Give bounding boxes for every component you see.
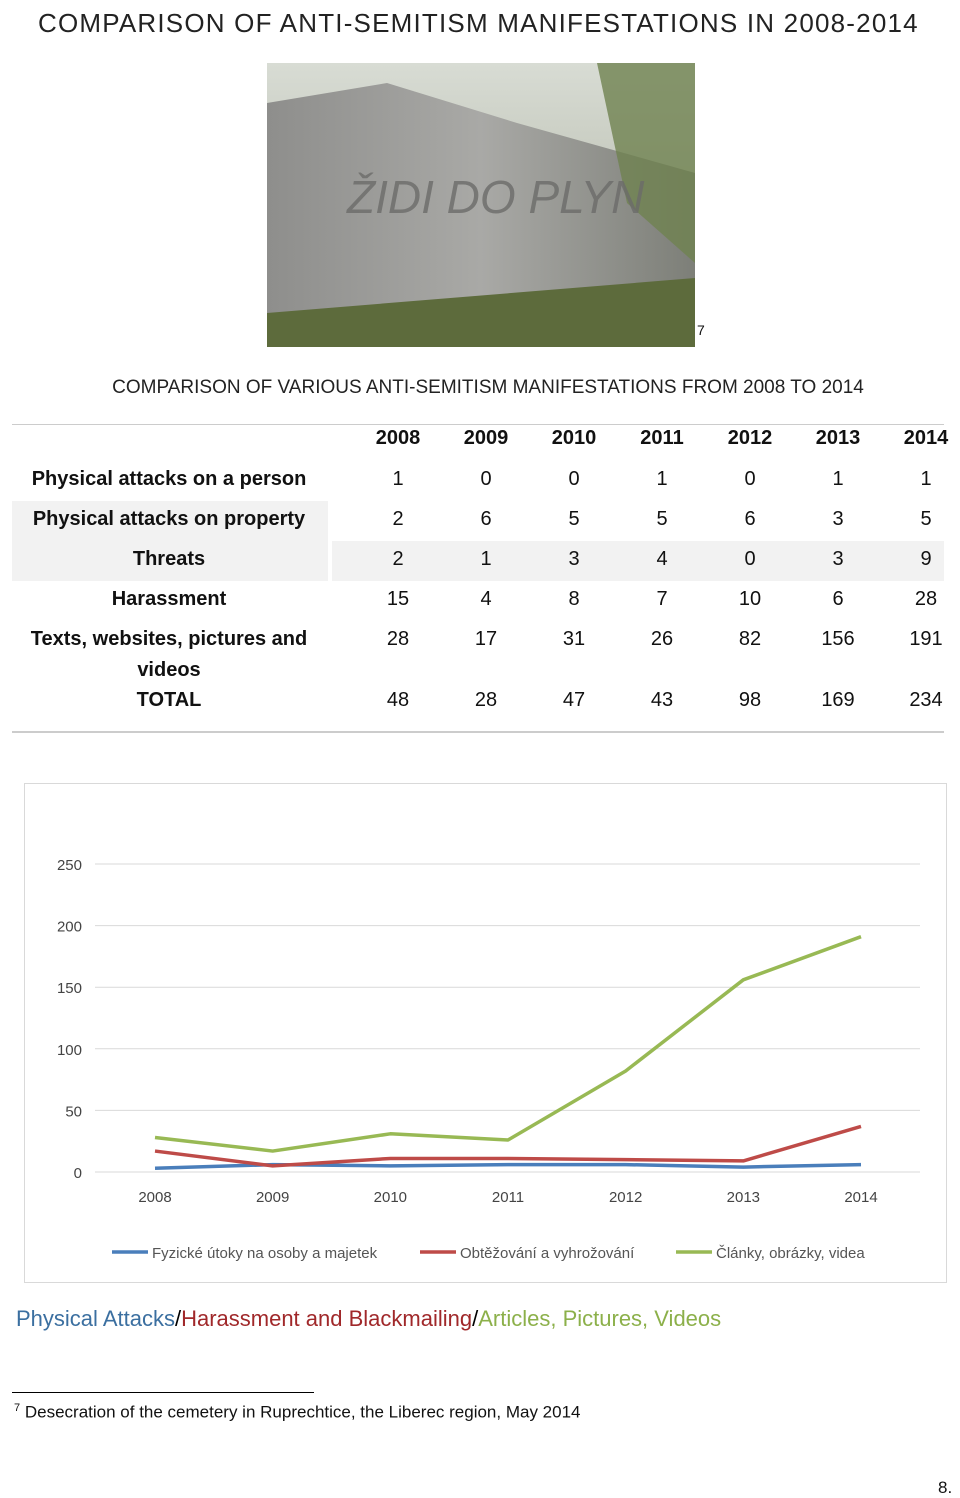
y-tick-label: 0 (74, 1165, 82, 1182)
cell-value: 28 (914, 588, 938, 610)
year-header: 2013 (815, 427, 861, 449)
caption-part: Articles, Pictures, Videos (478, 1306, 722, 1331)
row-label: Threats (132, 548, 206, 570)
cell-value: 28 (386, 628, 410, 650)
cell-value: 0 (744, 468, 756, 490)
cell-value: 47 (562, 689, 586, 711)
series-line (154, 1124, 862, 1168)
footnote-number: 7 (14, 1402, 21, 1414)
table-rule (12, 731, 944, 733)
cell-value: 43 (650, 689, 674, 711)
legend-label: Obtěžování a vyhrožování (460, 1245, 635, 1262)
chart-frame (24, 783, 947, 1283)
cell-value: 5 (568, 508, 580, 530)
cell-value: 1 (392, 468, 404, 490)
row-band (12, 501, 328, 541)
x-tick-label: 2013 (727, 1189, 760, 1206)
row-band (332, 541, 944, 581)
cell-value: 0 (744, 548, 756, 570)
year-header: 2009 (463, 427, 509, 449)
caption-part: / (174, 1306, 182, 1331)
footnote-rule (12, 1392, 314, 1393)
cell-value: 6 (480, 508, 492, 530)
cell-value: 1 (920, 468, 932, 490)
cell-value: 9 (920, 548, 932, 570)
cell-value: 5 (656, 508, 668, 530)
y-tick-label: 200 (57, 919, 82, 936)
page-number: 8. (938, 1478, 953, 1497)
cell-value: 3 (832, 548, 844, 570)
cell-value: 1 (832, 468, 844, 490)
cell-value: 8 (568, 588, 580, 610)
chart: 0 50 100 150 200 250 2008 2009 2010 2011 2012 2013 2… (57, 857, 920, 1262)
x-tick-label: 2008 (138, 1189, 171, 1206)
caption-part: Physical Attacks (16, 1306, 175, 1331)
y-tick-label: 100 (57, 1042, 82, 1059)
footnote-mark: 7 (697, 322, 705, 338)
year-header: 2011 (640, 427, 684, 449)
cell-value: 1 (480, 548, 492, 570)
caption-part: Harassment and Blackmailing (181, 1306, 473, 1331)
y-tick-label: 250 (57, 857, 82, 874)
cell-value: 6 (744, 508, 756, 530)
row-label: TOTAL (136, 689, 202, 711)
cell-value: 0 (480, 468, 492, 490)
table-title: COMPARISON OF VARIOUS ANTI-SEMITISM MANI… (112, 377, 864, 398)
cell-value: 82 (738, 628, 762, 650)
cell-value: 31 (562, 628, 586, 650)
caption-part: / (472, 1306, 479, 1331)
cell-value: 156 (821, 628, 855, 650)
cell-value: 15 (386, 588, 410, 610)
row-label: Physical attacks on property (32, 508, 306, 530)
cell-value: 3 (832, 508, 844, 530)
x-tick-label: 2010 (374, 1189, 407, 1206)
cell-value: 5 (920, 508, 932, 530)
cell-value: 17 (474, 628, 498, 650)
cell-value: 4 (480, 588, 492, 610)
cell-value: 234 (909, 689, 943, 711)
x-tick-label: 2014 (844, 1189, 877, 1206)
x-tick-label: 2009 (256, 1189, 289, 1206)
cell-value: 48 (386, 689, 410, 711)
year-header: 2010 (551, 427, 597, 449)
cell-value: 191 (909, 628, 943, 650)
series-line (154, 935, 862, 1153)
row-band (12, 541, 328, 581)
y-tick-label: 50 (65, 1103, 82, 1120)
photo: ŽIDI DO PLYN (267, 63, 695, 347)
row-label: Physical attacks on a person (31, 468, 307, 490)
x-tick-label: 2012 (609, 1189, 642, 1206)
year-header: 2008 (375, 427, 421, 449)
legend-label: Články, obrázky, videa (716, 1245, 865, 1262)
cell-value: 2 (392, 508, 404, 530)
cell-value: 26 (650, 628, 674, 650)
y-tick-label: 150 (57, 980, 82, 997)
cell-value: 10 (738, 588, 762, 610)
year-header: 2014 (903, 427, 949, 449)
page-title: COMPARISON OF ANTI-SEMITISM MANIFESTATIO… (38, 8, 919, 38)
svg-text:ŽIDI DO PLYN: ŽIDI DO PLYN (346, 171, 645, 223)
cell-value: 3 (568, 548, 580, 570)
cell-value: 28 (474, 689, 498, 711)
year-header: 2012 (727, 427, 773, 449)
cell-value: 4 (656, 548, 668, 570)
cell-value: 6 (832, 588, 844, 610)
cell-value: 169 (821, 689, 855, 711)
table-rule (12, 424, 944, 425)
cell-value: 7 (656, 588, 668, 610)
chart-caption: Physical Attacks/Harassment and Blackmai… (16, 1306, 721, 1332)
x-tick-label: 2011 (492, 1189, 524, 1206)
footnote-text: Desecration of the cemetery in Ruprechti… (24, 1402, 581, 1422)
legend-label: Fyzické útoky na osoby a majetek (152, 1245, 378, 1262)
row-label: Harassment (111, 588, 227, 610)
cell-value: 0 (568, 468, 580, 490)
table: 2008 2009 2010 2011 2012 2013 2014 Physical att… (12, 424, 949, 733)
row-label: Texts, websites, pictures and videos (30, 628, 308, 681)
cell-value: 2 (392, 548, 404, 570)
cell-value: 98 (738, 689, 762, 711)
footnote: 7 Desecration of the cemetery in Ruprech… (14, 1402, 581, 1423)
cell-value: 1 (656, 468, 668, 490)
